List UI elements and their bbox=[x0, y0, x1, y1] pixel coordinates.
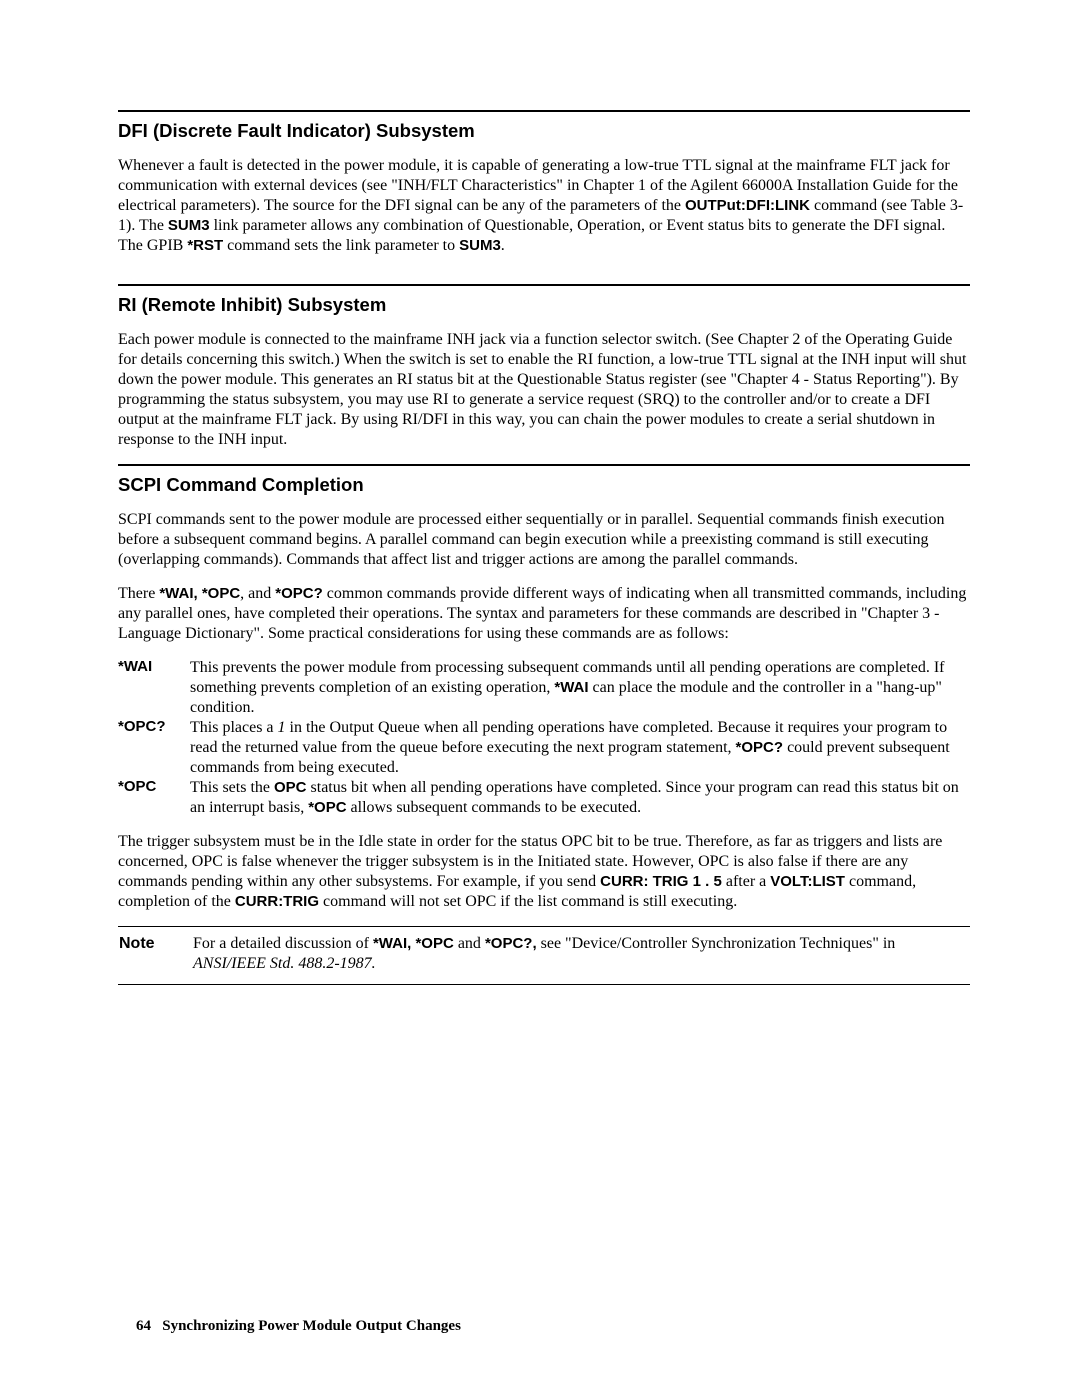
italic-one: 1 bbox=[278, 719, 286, 736]
scpi-section-title: SCPI Command Completion bbox=[118, 474, 970, 496]
text: , and bbox=[240, 585, 275, 602]
cmd-desc: This prevents the power module from proc… bbox=[190, 658, 970, 718]
command-list: *WAI This prevents the power module from… bbox=[118, 658, 970, 818]
cmd-sum3-2: SUM3 bbox=[459, 237, 501, 254]
text: command sets the link parameter to bbox=[223, 237, 459, 254]
text: For a detailed discussion of bbox=[193, 935, 373, 952]
section-rule bbox=[118, 284, 970, 286]
scpi-paragraph-2: There *WAI, *OPC, and *OPC? common comma… bbox=[118, 584, 970, 644]
cmd-inline: *OPC bbox=[308, 799, 346, 816]
text: see "Device/Controller Synchronization T… bbox=[537, 935, 896, 952]
cmd-inline: VOLT:LIST bbox=[770, 873, 845, 890]
dfi-paragraph: Whenever a fault is detected in the powe… bbox=[118, 156, 970, 256]
cmd-inline: CURR:TRIG bbox=[235, 893, 319, 910]
cmd-inline: CURR: TRIG 1 . 5 bbox=[600, 873, 722, 890]
cmd-inline: *OPC? bbox=[736, 739, 784, 756]
cmd-inline: *WAI bbox=[554, 679, 588, 696]
ri-paragraph: Each power module is connected to the ma… bbox=[118, 330, 970, 450]
cmd-desc: This sets the OPC status bit when all pe… bbox=[190, 778, 970, 818]
list-item: *OPC? This places a 1 in the Output Queu… bbox=[118, 718, 970, 778]
text: This sets the bbox=[190, 779, 274, 796]
cmd-key-opcq: *OPC? bbox=[118, 718, 190, 778]
section-rule bbox=[118, 110, 970, 112]
text: . bbox=[501, 237, 505, 254]
note-label: Note bbox=[118, 933, 192, 976]
cmd-inline: *OPC?, bbox=[485, 935, 537, 952]
text: and bbox=[454, 935, 485, 952]
footer-title: Synchronizing Power Module Output Change… bbox=[162, 1318, 461, 1334]
note-body: For a detailed discussion of *WAI, *OPC … bbox=[192, 933, 970, 976]
cmd-key-opc: *OPC bbox=[118, 778, 190, 818]
note-block: Note For a detailed discussion of *WAI, … bbox=[118, 926, 970, 985]
cmd-desc: This places a 1 in the Output Queue when… bbox=[190, 718, 970, 778]
italic-std: ANSI/IEEE Std. 488.2-1987. bbox=[193, 955, 376, 972]
text: after a bbox=[722, 873, 770, 890]
cmd-key-wai: *WAI bbox=[118, 658, 190, 718]
text: This places a bbox=[190, 719, 278, 736]
cmd-outputdfilink: OUTPut:DFI:LINK bbox=[685, 197, 810, 214]
page-number: 64 bbox=[136, 1318, 151, 1334]
list-item: *WAI This prevents the power module from… bbox=[118, 658, 970, 718]
cmd-inline: *WAI, *OPC bbox=[373, 935, 454, 952]
text: There bbox=[118, 585, 159, 602]
ri-section-title: RI (Remote Inhibit) Subsystem bbox=[118, 294, 970, 316]
cmd-inline: OPC bbox=[274, 779, 307, 796]
section-rule bbox=[118, 464, 970, 466]
cmd-rst: *RST bbox=[187, 237, 223, 254]
cmd-opcq: *OPC? bbox=[275, 585, 323, 602]
text: allows subsequent commands to be execute… bbox=[347, 799, 642, 816]
document-page: DFI (Discrete Fault Indicator) Subsystem… bbox=[0, 0, 1080, 1045]
list-item: *OPC This sets the OPC status bit when a… bbox=[118, 778, 970, 818]
cmd-wai-opc: *WAI, *OPC bbox=[159, 585, 240, 602]
page-footer: 64 Synchronizing Power Module Output Cha… bbox=[136, 1318, 461, 1335]
scpi-paragraph-3: The trigger subsystem must be in the Idl… bbox=[118, 832, 970, 912]
cmd-sum3: SUM3 bbox=[168, 217, 210, 234]
scpi-paragraph-1: SCPI commands sent to the power module a… bbox=[118, 510, 970, 570]
text: command will not set OPC if the list com… bbox=[319, 893, 737, 910]
dfi-section-title: DFI (Discrete Fault Indicator) Subsystem bbox=[118, 120, 970, 142]
